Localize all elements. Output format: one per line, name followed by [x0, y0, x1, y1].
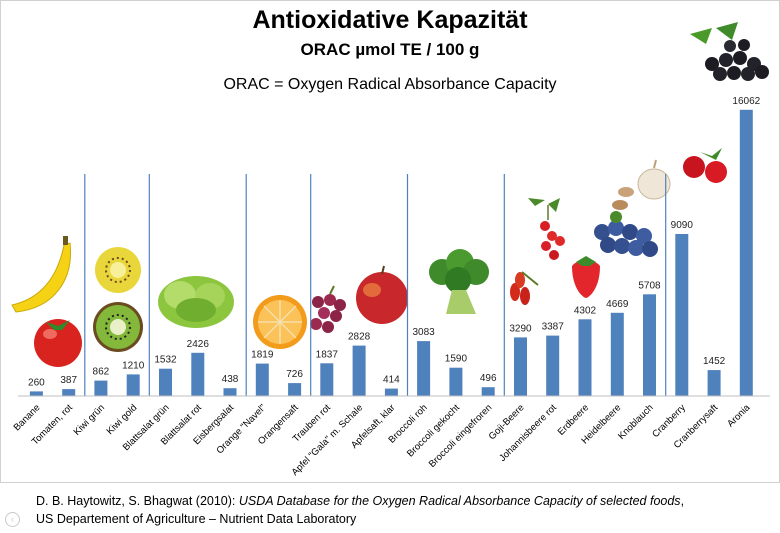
value-label: 260: [28, 377, 45, 388]
category-label: Aronia: [725, 402, 753, 430]
category-label: Johannisbeere rot: [497, 402, 559, 464]
grapes-icon: [310, 285, 346, 333]
source-work-end: ,: [680, 494, 685, 508]
source-work: USDA Database for the Oxygen Radical Abs…: [238, 494, 681, 508]
chart-note: ORAC = Oxygen Radical Absorbance Capacit…: [223, 76, 557, 93]
bars: [29, 109, 753, 397]
slide-nav-icon[interactable]: ‹: [5, 512, 20, 527]
bar: [94, 380, 108, 396]
bar: [384, 388, 398, 396]
bar-chart: 260 387 862 1210 1532 2426 438 1819 726 1837 2828 4…: [11, 22, 770, 478]
chart-title: Antioxidative Kapazität: [252, 6, 528, 34]
value-label: 1532: [154, 355, 177, 366]
value-label: 496: [480, 373, 497, 384]
value-label: 2828: [348, 332, 371, 343]
category-label: Knoblauch: [616, 402, 656, 442]
apple-icon: [356, 265, 408, 324]
value-label: 862: [93, 367, 110, 378]
bar: [223, 388, 237, 396]
value-label: 9090: [671, 220, 694, 231]
bar: [449, 367, 463, 396]
food-illustrations: [11, 22, 769, 367]
value-label: 2426: [187, 339, 210, 350]
bar: [320, 363, 334, 396]
value-label: 726: [286, 369, 303, 380]
goji-berry-icon: [510, 271, 539, 305]
source-citation: D. B. Haytowitz, S. Bhagwat (2010): USDA…: [36, 492, 684, 528]
value-label: 3290: [509, 323, 532, 334]
bar: [514, 337, 527, 396]
bar: [191, 352, 205, 396]
source-line-1: D. B. Haytowitz, S. Bhagwat (2010): USDA…: [36, 492, 684, 510]
bar: [29, 391, 43, 396]
value-label: 1210: [122, 360, 145, 371]
aronia-icon: [690, 22, 769, 81]
bar: [675, 234, 689, 396]
kiwi-gold-icon: [95, 247, 141, 293]
value-label: 3387: [542, 322, 565, 333]
value-label: 3083: [412, 327, 435, 338]
bar: [288, 383, 302, 396]
tomato-icon: [34, 319, 82, 367]
bar: [578, 319, 592, 396]
value-label: 16062: [732, 96, 760, 107]
chart-subtitle: ORAC µmol TE / 100 g: [300, 40, 480, 59]
bar: [126, 374, 140, 396]
kiwi-green-icon: [93, 302, 143, 352]
group-separators: [84, 174, 667, 396]
category-label: Kiwi grün: [72, 402, 107, 437]
value-label: 1590: [445, 354, 468, 365]
bar: [610, 312, 624, 396]
value-label: 1452: [703, 356, 726, 367]
value-labels: 260 387 862 1210 1532 2426 438 1819 726 1837 2828 4…: [28, 96, 761, 389]
bar: [481, 387, 495, 396]
value-label: 4302: [574, 305, 597, 316]
source-authors: D. B. Haytowitz, S. Bhagwat (2010):: [36, 494, 239, 508]
value-label: 438: [222, 374, 239, 385]
banana-icon: [11, 236, 71, 313]
broccoli-icon: [429, 249, 489, 314]
bar: [255, 363, 269, 396]
bar: [417, 341, 431, 396]
blueberry-icon: [594, 211, 658, 257]
lettuce-icon: [158, 276, 234, 328]
value-label: 1837: [316, 349, 339, 360]
value-label: 387: [60, 375, 77, 386]
bar: [546, 335, 560, 396]
category-label: Banane: [12, 402, 43, 433]
value-label: 5708: [638, 280, 661, 291]
red-currant-icon: [528, 198, 565, 260]
source-line-2: US Departement of Agriculture – Nutrient…: [36, 512, 357, 526]
bar: [643, 294, 656, 396]
bar: [352, 345, 366, 396]
orange-icon: [253, 295, 307, 349]
value-label: 4669: [606, 299, 629, 310]
bar: [707, 370, 721, 396]
strawberry-icon: [572, 256, 600, 298]
category-label: Broccoli eingefroren: [427, 402, 495, 470]
cranberry-icon: [683, 148, 727, 183]
value-label: 1819: [251, 350, 274, 361]
value-label: 414: [383, 375, 400, 386]
bar: [159, 368, 172, 396]
garlic-icon: [612, 159, 671, 210]
bar: [62, 389, 76, 396]
bar: [739, 109, 753, 397]
